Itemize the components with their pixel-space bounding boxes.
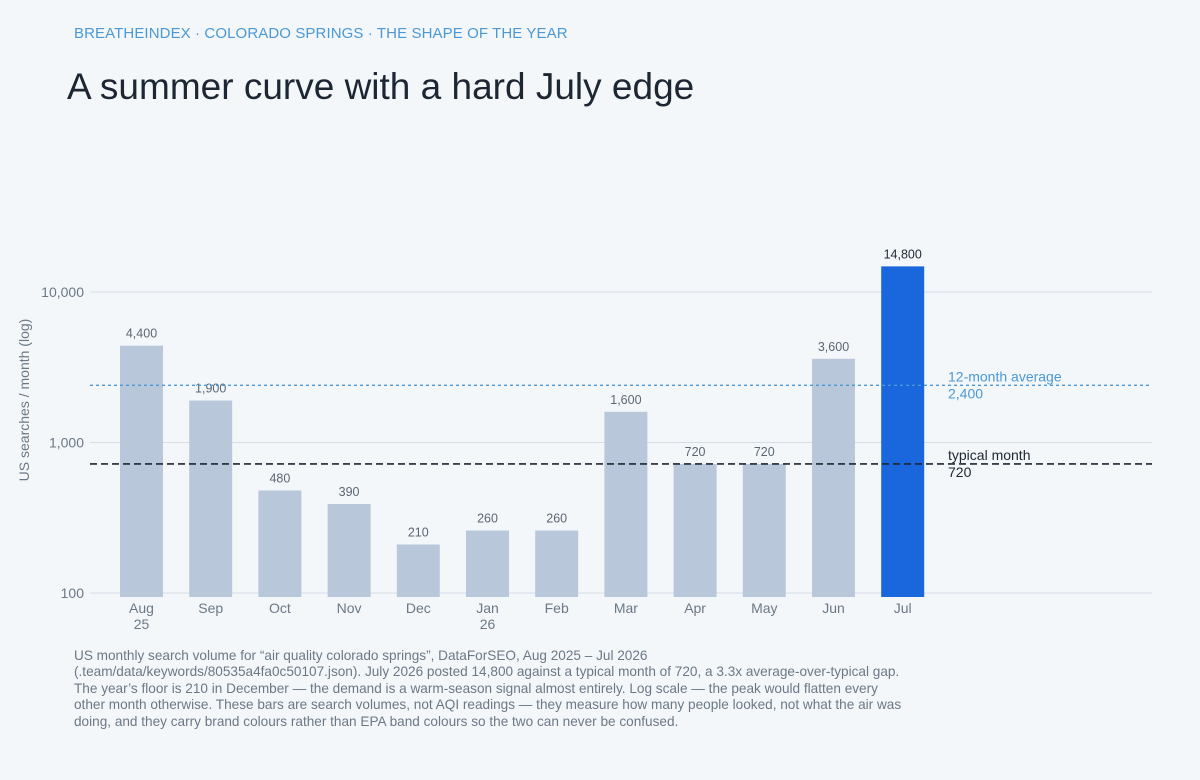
y-tick-label: 10,000	[41, 284, 84, 300]
reference-line-name: 12-month average	[948, 368, 1062, 384]
x-tick-label: Jul	[894, 600, 912, 616]
bar	[466, 530, 509, 597]
x-tick-label: Apr	[684, 600, 706, 616]
bar	[742, 463, 786, 597]
bar	[396, 544, 440, 597]
x-tick-label: Nov	[337, 600, 362, 616]
y-axis-label: US searches / month (log)	[16, 319, 32, 482]
bar-chart: 100 1,000 10,000 US searches / month (log) 4…	[16, 247, 1152, 632]
x-tick-label: Aug	[129, 600, 154, 616]
x-tick-label: Jun	[822, 600, 845, 616]
bar-value-label: 260	[546, 512, 567, 526]
highlight-bar	[881, 266, 925, 597]
bar-value-label: 720	[754, 445, 775, 459]
chart-footnote: US monthly search volume for “air qualit…	[74, 648, 902, 729]
bar	[812, 358, 855, 597]
bar	[327, 504, 371, 597]
bar-value-label: 14,800	[884, 247, 922, 261]
x-tick-label: Jan	[476, 600, 499, 616]
bar	[258, 490, 302, 597]
reference-line-name: typical month	[948, 447, 1030, 463]
x-tick-label: Mar	[614, 600, 638, 616]
bar-value-label: 4,400	[126, 327, 157, 341]
chart-title: A summer curve with a hard July edge	[67, 66, 695, 107]
reference-line-value: 720	[948, 464, 972, 480]
y-tick-label: 100	[61, 585, 85, 601]
x-tick-label: Dec	[406, 600, 431, 616]
bar-value-label: 3,600	[818, 340, 849, 354]
bar	[535, 530, 579, 597]
bar	[673, 463, 717, 597]
bar-value-label: 390	[339, 485, 360, 499]
chart-kicker: BREATHEINDEX · COLORADO SPRINGS · THE SH…	[74, 25, 568, 42]
x-tick-label: Oct	[269, 600, 291, 616]
bar	[604, 411, 648, 597]
bar-value-label: 1,900	[195, 382, 226, 396]
bar	[120, 345, 163, 597]
bar-value-label: 1,600	[610, 393, 641, 407]
x-tick-label: May	[751, 600, 777, 616]
x-tick-sublabel: 26	[480, 616, 496, 632]
x-tick-label: Feb	[545, 600, 569, 616]
bar-value-label: 260	[477, 512, 498, 526]
bar-value-label: 720	[685, 445, 706, 459]
bar-value-label: 210	[408, 526, 429, 540]
x-tick-sublabel: 25	[134, 616, 150, 632]
bar-value-label: 480	[269, 471, 290, 485]
reference-line-value: 2,400	[948, 385, 983, 401]
x-tick-label: Sep	[198, 600, 223, 616]
y-tick-label: 1,000	[49, 435, 84, 451]
bar	[189, 400, 233, 597]
